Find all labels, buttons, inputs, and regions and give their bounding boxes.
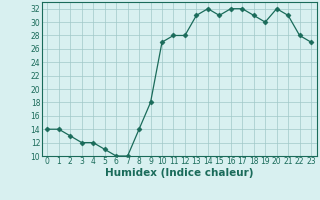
X-axis label: Humidex (Indice chaleur): Humidex (Indice chaleur) (105, 168, 253, 178)
